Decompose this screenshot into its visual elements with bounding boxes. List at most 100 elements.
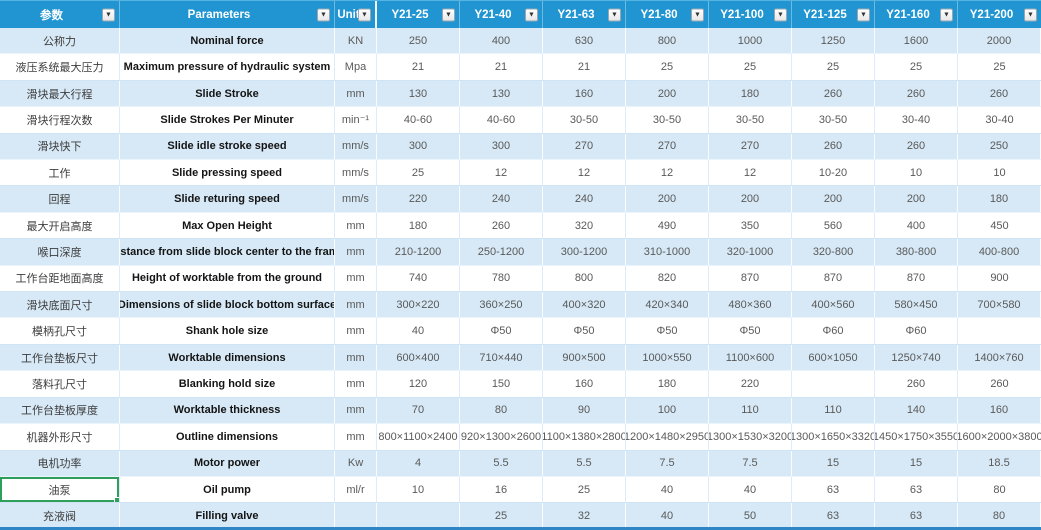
value-cell[interactable]: 220 (709, 371, 792, 397)
value-cell[interactable]: 380-800 (875, 239, 958, 265)
param-en-cell[interactable]: Dimensions of slide block bottom surface (120, 292, 335, 318)
value-cell[interactable]: 900 (990, 272, 1009, 285)
value-cell[interactable]: 50 (709, 503, 792, 529)
value-cell[interactable]: Φ60 (792, 318, 875, 344)
value-cell[interactable]: 15 (792, 450, 875, 476)
unit-cell[interactable]: mm (335, 212, 377, 239)
value-cell[interactable]: 25 (377, 160, 460, 186)
value-cell[interactable]: 150 (460, 371, 543, 397)
value-cell[interactable]: 1200×1480×2950 (626, 424, 709, 450)
unit-cell[interactable]: Mpa (335, 54, 377, 80)
value-cell[interactable]: 320-1000 (709, 239, 792, 265)
filter-dropdown-icon[interactable]: ▼ (525, 8, 538, 21)
value-cell[interactable]: 100 (626, 397, 709, 424)
param-cn-cell[interactable]: 机器外形尺寸 (0, 424, 120, 450)
value-cell[interactable]: 12 (543, 160, 626, 186)
value-cell[interactable]: 250-1200 (460, 239, 543, 265)
value-cell[interactable]: 870 (875, 265, 958, 292)
value-cell[interactable]: 110 (792, 397, 875, 424)
param-en-cell[interactable]: Slide Stroke (120, 80, 335, 107)
value-cell[interactable]: 160 (543, 371, 626, 397)
value-cell[interactable]: 420×340 (626, 292, 709, 318)
unit-cell[interactable] (335, 503, 377, 529)
value-cell[interactable]: 200 (875, 186, 958, 212)
param-en-cell[interactable]: Distance from slide block center to the … (120, 239, 335, 265)
value-cell[interactable]: 210-1200 (377, 239, 460, 265)
value-cell[interactable]: 580×450 (875, 292, 958, 318)
param-cn-cell[interactable]: 回程 (0, 186, 120, 212)
value-cell[interactable]: 10-20 (792, 160, 875, 186)
value-cell[interactable]: 25 (709, 54, 792, 80)
value-cell[interactable]: 80 (993, 483, 1006, 496)
value-cell[interactable]: 700×580 (958, 292, 1041, 318)
value-cell[interactable]: 820 (626, 265, 709, 292)
param-en-cell[interactable]: Slide returing speed (120, 186, 335, 212)
value-cell[interactable]: 30-50 (626, 107, 709, 133)
param-cn-cell[interactable]: 滑块最大行程 (0, 80, 120, 107)
param-cn-cell[interactable]: 电机功率 (0, 450, 120, 476)
value-cell[interactable]: 180 (709, 80, 792, 107)
value-cell[interactable]: 180 (626, 371, 709, 397)
unit-cell[interactable]: mm/s (335, 160, 377, 186)
value-cell[interactable]: 130 (460, 80, 543, 107)
value-cell[interactable]: 870 (709, 265, 792, 292)
value-cell[interactable]: 1250×740 (875, 344, 958, 371)
unit-cell[interactable]: mm (335, 292, 377, 318)
param-cn-cell[interactable]: 充液阀 (0, 503, 120, 529)
value-cell[interactable]: 2000 (958, 28, 1041, 54)
value-cell[interactable]: 1000×550 (626, 344, 709, 371)
value-cell[interactable]: 21 (543, 54, 626, 80)
value-cell[interactable]: 400 (460, 28, 543, 54)
param-cn-cell[interactable]: 落料孔尺寸 (0, 371, 120, 397)
value-cell[interactable]: 1000 (709, 28, 792, 54)
filter-dropdown-icon[interactable]: ▼ (774, 8, 787, 21)
value-cell[interactable]: Φ50 (626, 318, 709, 344)
value-cell[interactable]: 1100×1380×2800 (543, 424, 626, 450)
value-cell[interactable]: 400 (875, 212, 958, 239)
unit-cell[interactable]: mm/s (335, 133, 377, 160)
value-cell[interactable]: 110 (709, 397, 792, 424)
value-cell[interactable]: 80 (958, 503, 1041, 529)
value-cell[interactable]: 40 (626, 476, 709, 503)
value-cell[interactable]: 5.5 (543, 450, 626, 476)
value-cell[interactable]: 300 (377, 133, 460, 160)
unit-cell[interactable]: mm/s (335, 186, 377, 212)
value-cell[interactable]: 25 (543, 476, 626, 503)
value-cell[interactable]: 490 (626, 212, 709, 239)
value-cell[interactable]: 32 (543, 503, 626, 529)
param-cn-cell[interactable]: 液压系统最大压力 (0, 54, 120, 80)
value-cell[interactable]: 40 (377, 318, 460, 344)
value-cell[interactable]: 240 (460, 186, 543, 212)
value-cell[interactable]: 30-50 (543, 107, 626, 133)
value-cell[interactable]: 63 (875, 476, 958, 503)
unit-cell[interactable]: mm (335, 318, 377, 344)
value-cell[interactable]: 1400×760 (958, 344, 1041, 371)
value-cell[interactable]: 780 (460, 265, 543, 292)
param-en-cell[interactable]: Shank hole size (120, 318, 335, 344)
value-cell[interactable]: 120 (377, 371, 460, 397)
unit-cell[interactable]: min⁻¹ (335, 107, 377, 133)
value-cell[interactable] (377, 503, 460, 529)
value-cell[interactable]: 200 (792, 186, 875, 212)
value-cell[interactable]: 30-40 (875, 107, 958, 133)
value-cell[interactable]: 30-40 (985, 113, 1014, 126)
value-cell[interactable]: 1100×600 (709, 344, 792, 371)
value-cell[interactable]: 5.5 (460, 450, 543, 476)
value-cell[interactable]: 40-60 (460, 107, 543, 133)
param-en-cell[interactable]: Slide pressing speed (120, 160, 335, 186)
value-cell[interactable]: 800 (543, 265, 626, 292)
unit-cell[interactable]: ml/r (335, 476, 377, 503)
value-cell[interactable]: 800×1100×2400 (377, 424, 460, 450)
value-cell[interactable]: 21 (460, 54, 543, 80)
filter-dropdown-icon[interactable]: ▼ (691, 8, 704, 21)
value-cell[interactable]: 63 (792, 476, 875, 503)
param-en-cell[interactable]: Blanking hold size (120, 371, 335, 397)
value-cell[interactable]: 63 (792, 503, 875, 529)
value-cell[interactable]: 180 (958, 186, 1041, 212)
value-cell[interactable]: 1250 (792, 28, 875, 54)
value-cell[interactable]: 25 (875, 54, 958, 80)
unit-cell[interactable]: mm (335, 80, 377, 107)
unit-cell[interactable]: mm (335, 344, 377, 371)
unit-cell[interactable]: mm (335, 371, 377, 397)
param-en-cell[interactable]: Maximum pressure of hydraulic system (120, 54, 335, 80)
